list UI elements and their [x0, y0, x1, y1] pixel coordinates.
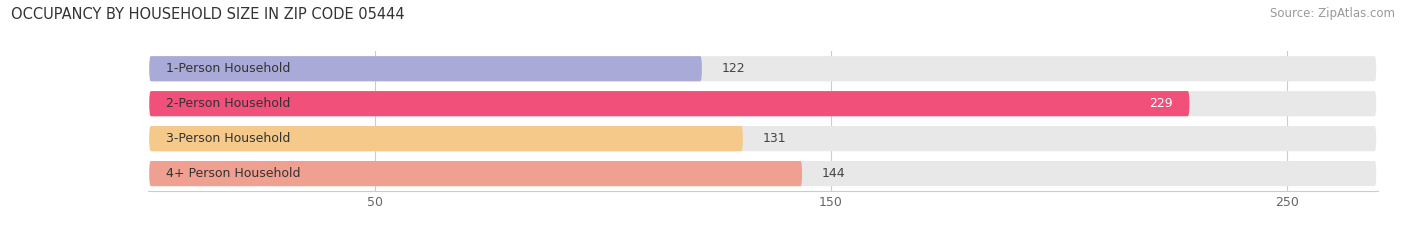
Text: OCCUPANCY BY HOUSEHOLD SIZE IN ZIP CODE 05444: OCCUPANCY BY HOUSEHOLD SIZE IN ZIP CODE … — [11, 7, 405, 22]
Text: 1-Person Household: 1-Person Household — [166, 62, 290, 75]
Text: 4+ Person Household: 4+ Person Household — [166, 167, 301, 180]
FancyBboxPatch shape — [149, 91, 1376, 116]
FancyBboxPatch shape — [149, 126, 1376, 151]
Text: 229: 229 — [1149, 97, 1173, 110]
Text: 131: 131 — [763, 132, 786, 145]
Text: 122: 122 — [721, 62, 745, 75]
Text: Source: ZipAtlas.com: Source: ZipAtlas.com — [1270, 7, 1395, 20]
Text: 2-Person Household: 2-Person Household — [166, 97, 290, 110]
FancyBboxPatch shape — [149, 161, 803, 186]
FancyBboxPatch shape — [149, 56, 1376, 81]
FancyBboxPatch shape — [149, 56, 702, 81]
FancyBboxPatch shape — [149, 161, 1376, 186]
Text: 144: 144 — [823, 167, 845, 180]
Text: 3-Person Household: 3-Person Household — [166, 132, 290, 145]
FancyBboxPatch shape — [149, 126, 742, 151]
FancyBboxPatch shape — [149, 91, 1189, 116]
